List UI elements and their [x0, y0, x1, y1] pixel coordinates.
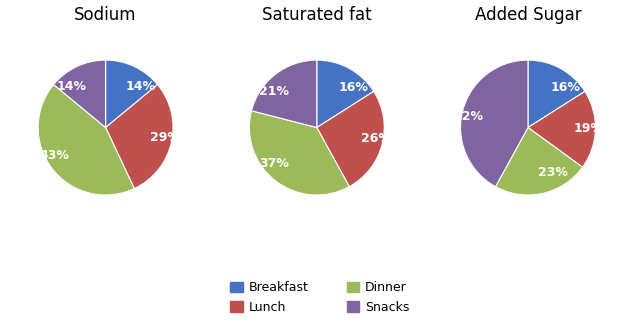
Wedge shape [528, 60, 585, 128]
Legend: Breakfast, Lunch, Dinner, Snacks: Breakfast, Lunch, Dinner, Snacks [227, 278, 413, 318]
Wedge shape [495, 128, 582, 195]
Wedge shape [317, 60, 374, 128]
Text: 16%: 16% [550, 81, 580, 94]
Text: 26%: 26% [361, 132, 391, 146]
Text: 14%: 14% [125, 79, 155, 93]
Text: 42%: 42% [454, 110, 484, 123]
Wedge shape [250, 111, 349, 195]
Text: 23%: 23% [538, 166, 568, 179]
Text: 14%: 14% [56, 79, 86, 93]
Text: 16%: 16% [339, 81, 369, 94]
Wedge shape [38, 85, 134, 195]
Wedge shape [106, 85, 173, 189]
Wedge shape [461, 60, 528, 187]
Wedge shape [54, 60, 106, 128]
Text: 43%: 43% [40, 149, 69, 162]
Wedge shape [528, 91, 595, 167]
Wedge shape [252, 60, 317, 128]
Text: 29%: 29% [150, 131, 180, 144]
Text: 21%: 21% [259, 85, 289, 98]
Title: Sodium: Sodium [74, 6, 137, 24]
Title: Saturated fat: Saturated fat [262, 6, 372, 24]
Wedge shape [106, 60, 157, 128]
Text: 19%: 19% [574, 123, 604, 135]
Wedge shape [317, 91, 384, 187]
Title: Added Sugar: Added Sugar [475, 6, 581, 24]
Text: 37%: 37% [259, 157, 289, 170]
